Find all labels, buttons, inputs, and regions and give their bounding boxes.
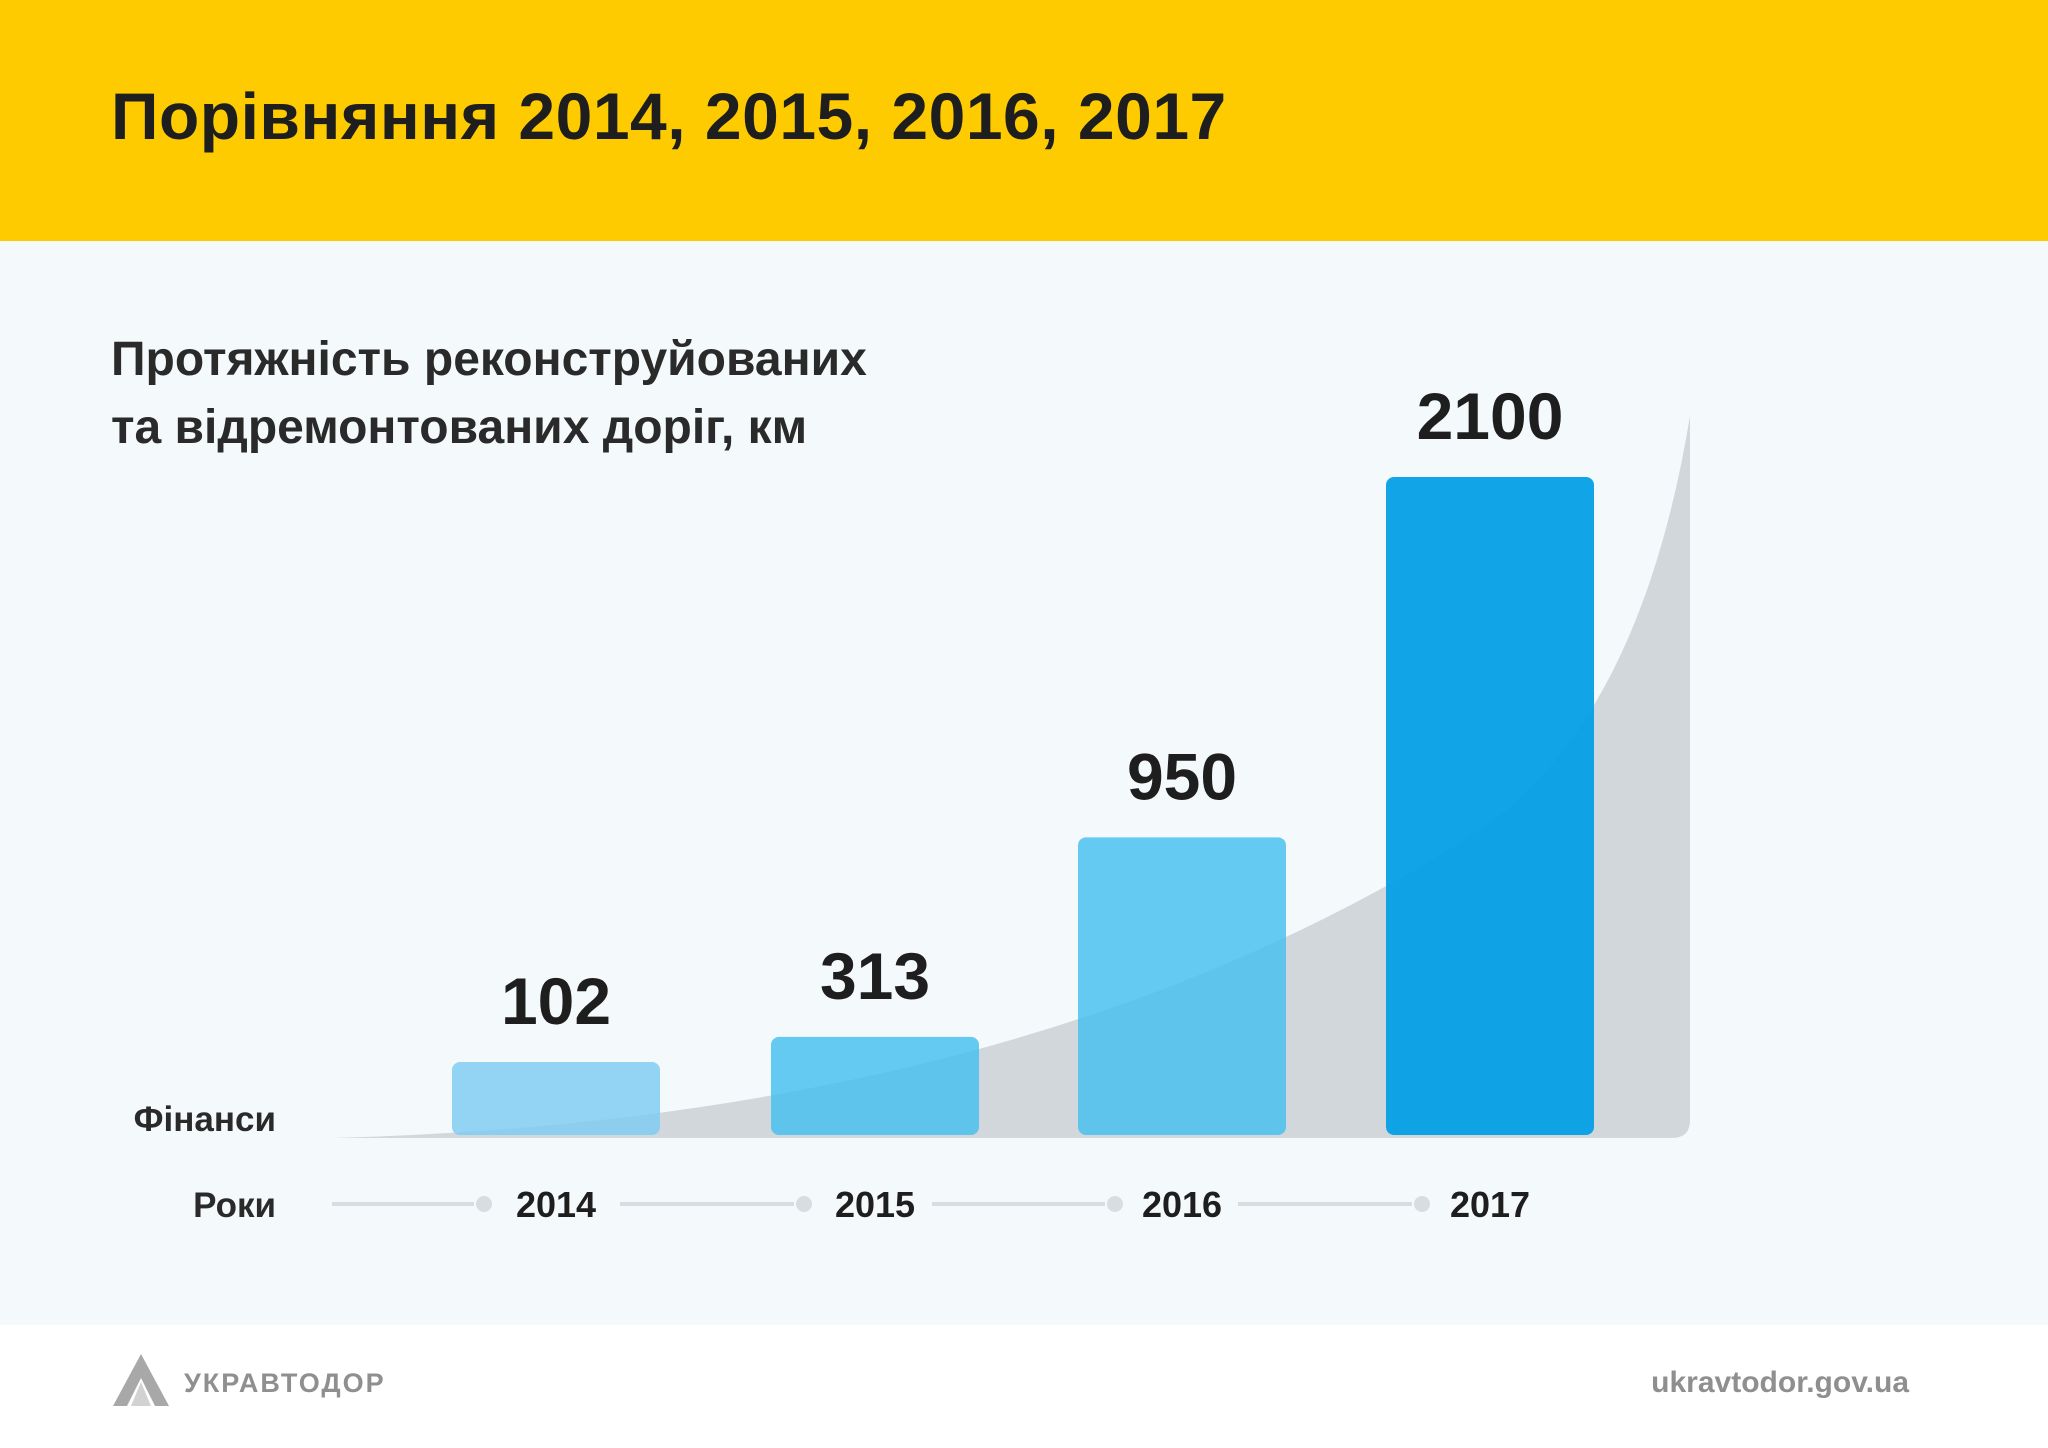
bar-2016 xyxy=(1078,837,1286,1135)
year-label-2017: 2017 xyxy=(1450,1184,1530,1225)
value-label-2015: 313 xyxy=(820,939,930,1013)
year-timeline: 2014 2015 2016 2017 xyxy=(332,1184,1530,1225)
logo-text[interactable]: УКРАВТОДОР xyxy=(184,1368,386,1398)
bar-2015 xyxy=(771,1036,979,1135)
timeline-dot-2014 xyxy=(476,1196,492,1212)
timeline-dot-2016 xyxy=(1107,1196,1123,1212)
years-row-label: Роки xyxy=(193,1186,276,1225)
timeline-dot-2015 xyxy=(796,1196,812,1212)
bars-group xyxy=(452,477,1594,1135)
footer-band xyxy=(0,1325,2048,1448)
page-title: Порівняння 2014, 2015, 2016, 2017 xyxy=(111,79,1227,153)
timeline-dot-2017 xyxy=(1414,1196,1430,1212)
site-link[interactable]: ukravtodor.gov.ua xyxy=(1651,1366,1909,1399)
chart-title-line-1: Протяжність реконструйованих xyxy=(111,333,867,386)
chart-title-line-2: та відремонтованих доріг, км xyxy=(111,401,808,454)
bar-2014 xyxy=(452,1062,660,1135)
value-label-2017: 2100 xyxy=(1417,379,1564,453)
ukravtodor-logo-icon[interactable] xyxy=(111,1352,171,1408)
year-label-2015: 2015 xyxy=(835,1184,915,1225)
finance-row-label: Фінанси xyxy=(134,1100,276,1139)
value-labels: 102 313 950 2100 xyxy=(501,379,1563,1038)
bar-2017 xyxy=(1386,477,1594,1135)
year-label-2016: 2016 xyxy=(1142,1184,1222,1225)
header-band: Порівняння 2014, 2015, 2016, 2017 xyxy=(0,0,2048,241)
value-label-2014: 102 xyxy=(501,964,611,1038)
year-label-2014: 2014 xyxy=(516,1184,596,1225)
growth-curve xyxy=(332,416,1690,1138)
value-label-2016: 950 xyxy=(1127,739,1237,813)
chart-title: Протяжність реконструйованих та відремон… xyxy=(111,326,1011,462)
